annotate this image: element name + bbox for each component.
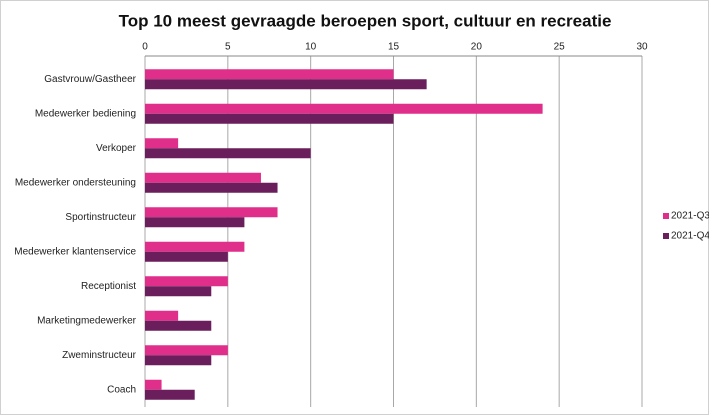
y-tick-label: Gastvrouw/Gastheer [44, 74, 136, 85]
bar [145, 355, 212, 366]
bar [145, 182, 278, 193]
legend-swatch [663, 213, 669, 219]
bar [145, 138, 179, 149]
legend-label: 2021-Q4 [671, 231, 709, 242]
bar [145, 389, 195, 400]
bar [145, 79, 427, 90]
chart-title: Top 10 meest gevraagde beroepen sport, c… [119, 11, 612, 30]
x-tick-label: 25 [554, 42, 566, 53]
y-tick-label: Marketingmedewerker [37, 315, 137, 326]
bar [145, 310, 179, 321]
y-tick-label: Medewerker bediening [35, 108, 136, 119]
bar [145, 113, 394, 124]
bar [145, 251, 228, 262]
bar [145, 217, 245, 228]
y-tick-label: Zweminstructeur [62, 350, 137, 361]
x-tick-label: 30 [636, 42, 648, 53]
bar [145, 69, 394, 80]
y-tick-label: Sportinstructeur [65, 212, 136, 223]
y-tick-label: Medewerker ondersteuning [15, 177, 136, 188]
bar [145, 276, 228, 287]
x-tick-label: 0 [142, 42, 148, 53]
bar [145, 103, 543, 114]
bar [145, 241, 245, 252]
x-tick-label: 10 [305, 42, 317, 53]
bar [145, 207, 278, 218]
bar [145, 320, 212, 331]
y-tick-label: Coach [107, 384, 136, 395]
x-tick-label: 5 [225, 42, 231, 53]
bar [145, 148, 311, 159]
x-tick-label: 15 [388, 42, 400, 53]
y-tick-label: Receptionist [81, 281, 136, 292]
bar [145, 172, 261, 183]
y-tick-label: Medewerker klantenservice [14, 246, 136, 257]
x-tick-label: 20 [471, 42, 483, 53]
bar [145, 379, 162, 390]
bar [145, 345, 228, 356]
bar [145, 286, 212, 297]
legend-label: 2021-Q3 [671, 211, 709, 222]
legend-swatch [663, 233, 669, 239]
y-tick-label: Verkoper [96, 143, 137, 154]
